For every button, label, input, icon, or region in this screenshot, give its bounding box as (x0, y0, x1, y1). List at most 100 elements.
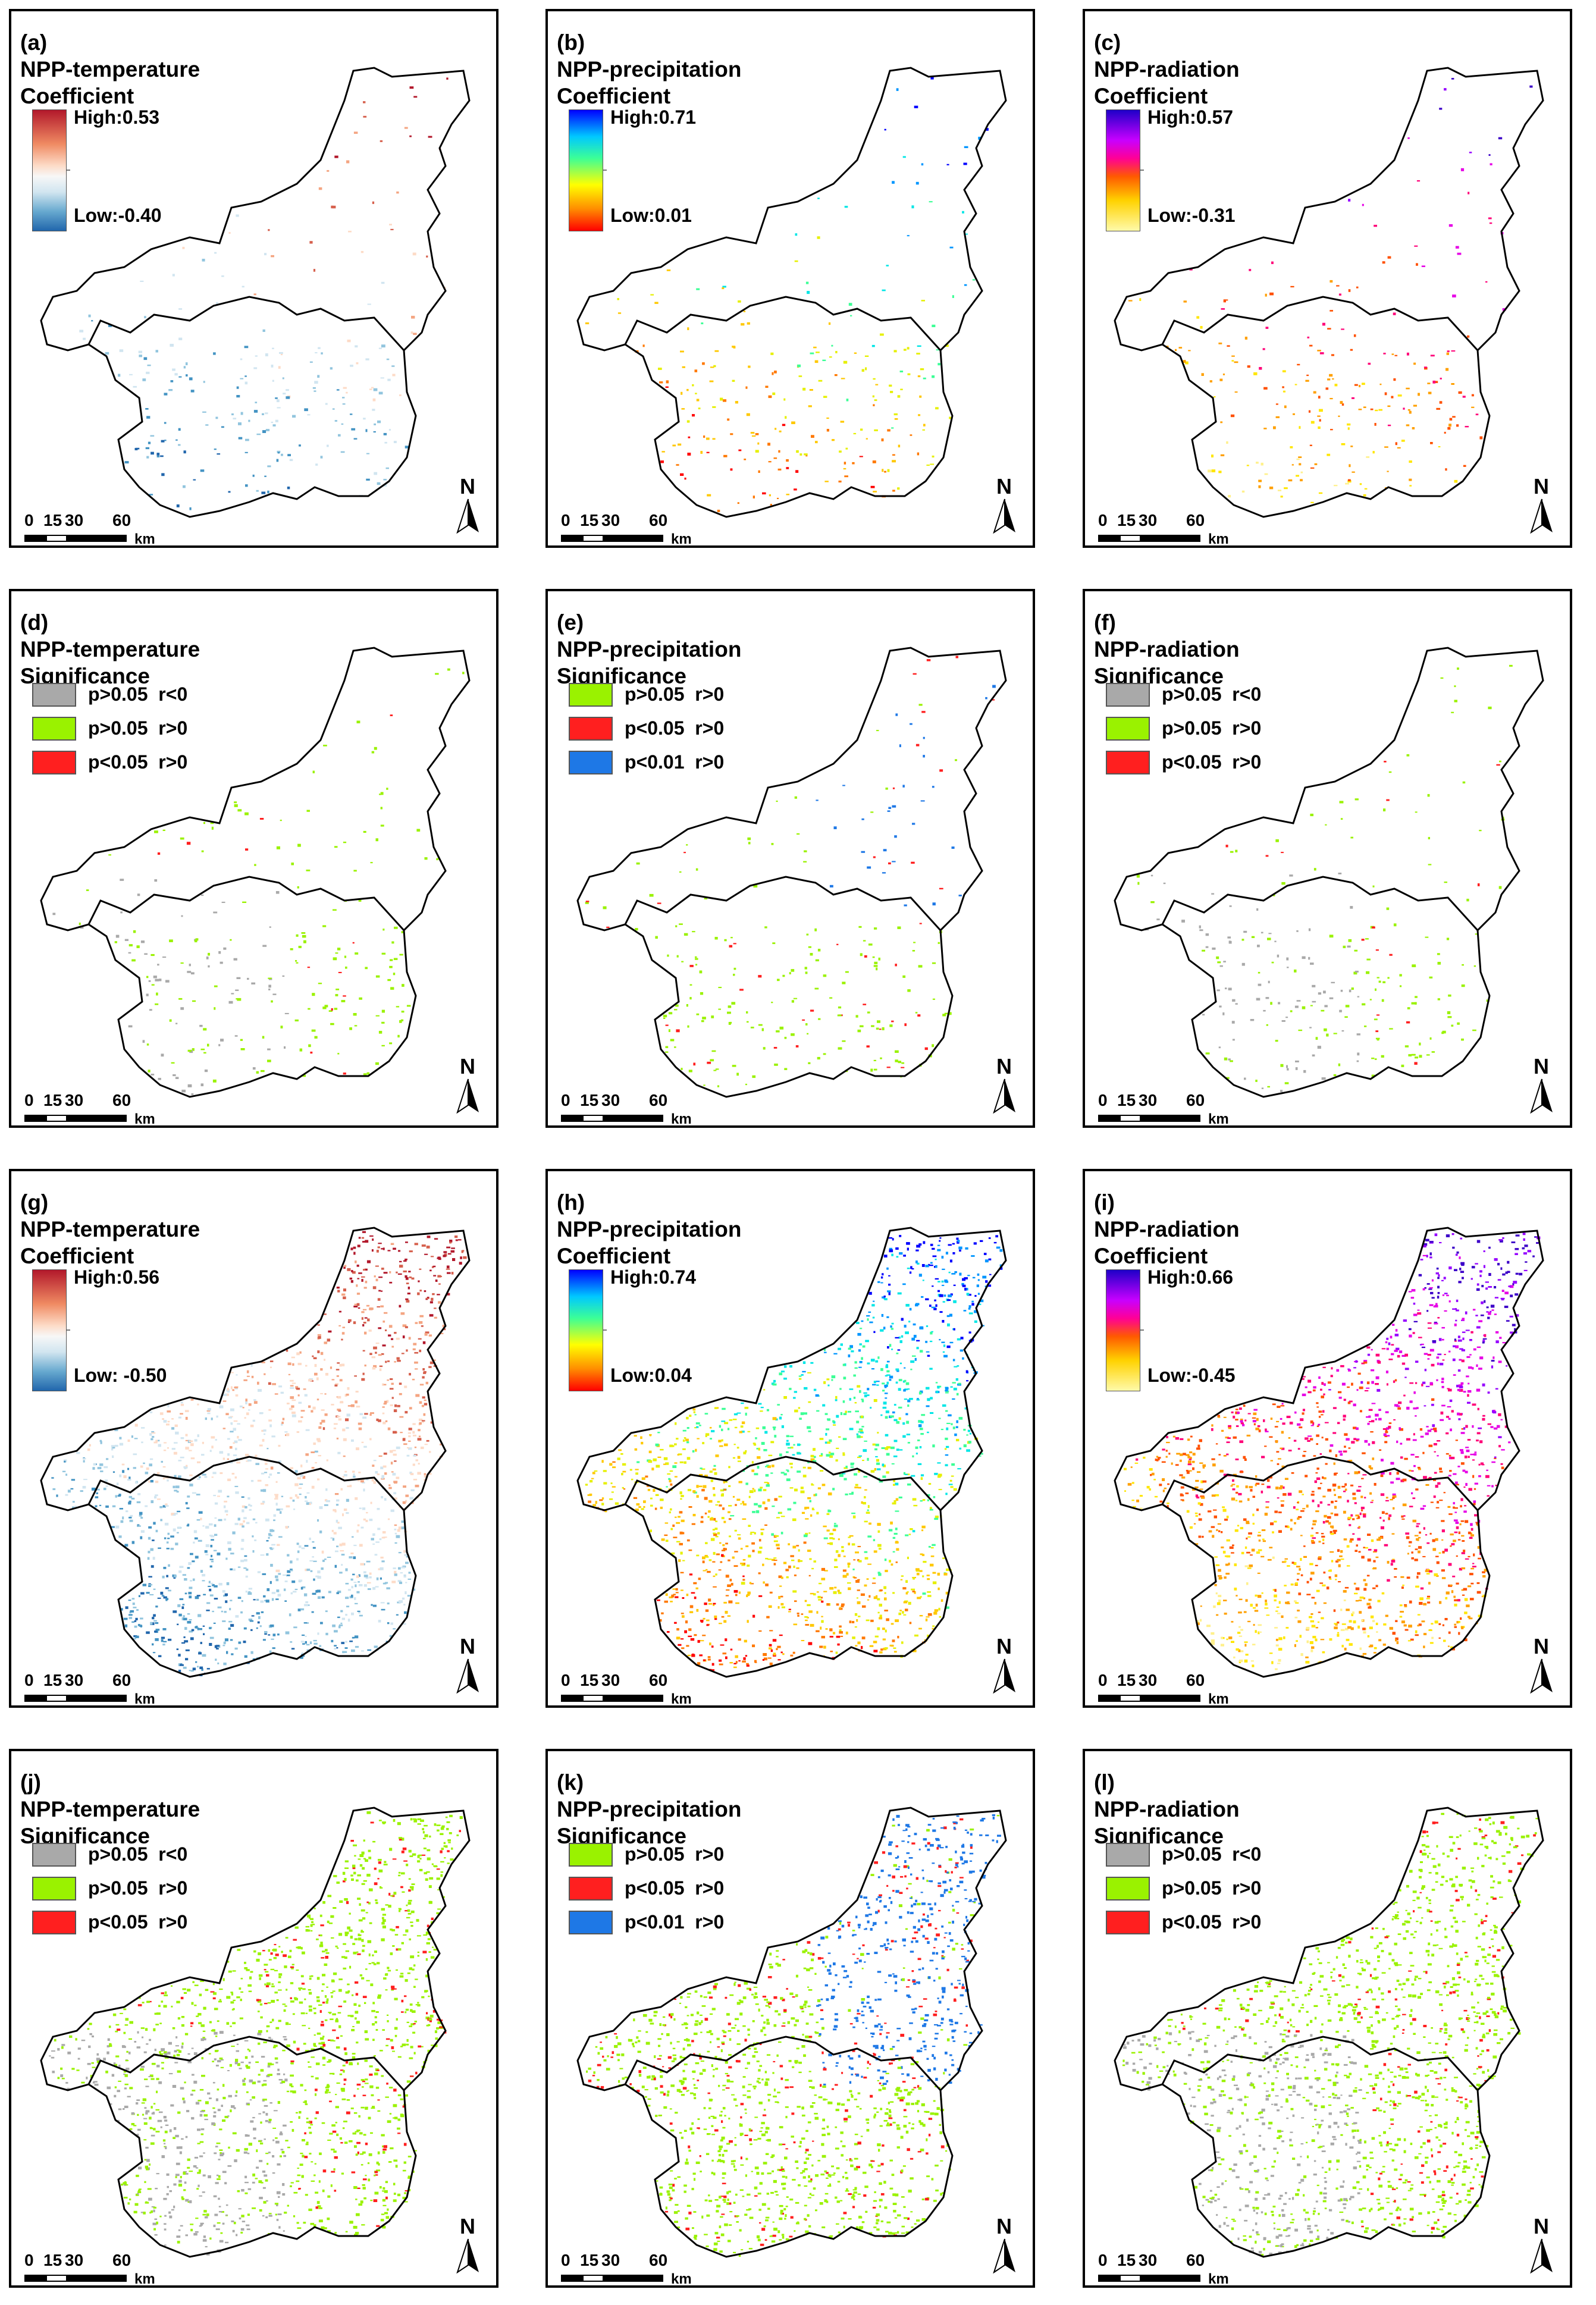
map-pixel (777, 1606, 780, 1609)
map-pixel (112, 1455, 114, 1458)
map-pixel (696, 1495, 699, 1498)
map-pixel (886, 265, 889, 266)
map-pixel (880, 1057, 882, 1059)
region-boundary (576, 647, 1007, 1098)
map-pixel (239, 1523, 243, 1526)
map-pixel (1305, 1475, 1308, 1478)
map-pixel (1178, 347, 1183, 349)
map-pixel (1386, 907, 1390, 910)
map-pixel (681, 1068, 683, 1070)
map-pixel (286, 1433, 290, 1437)
map-pixel (408, 1440, 411, 1442)
map-pixel (737, 1460, 741, 1462)
map-pixel (854, 1361, 857, 1364)
map-pixel (719, 1659, 722, 1662)
map-pixel (795, 233, 798, 236)
map-pixel (394, 926, 398, 929)
map-pixel (880, 1648, 883, 1651)
map-pixel (372, 1238, 374, 1241)
map-pixel (205, 1544, 209, 1547)
map-pixel (244, 375, 247, 377)
map-pixel (861, 818, 864, 820)
map-pixel (125, 1606, 128, 1609)
map-pixel (269, 1547, 272, 1549)
map-pixel (265, 1518, 269, 1522)
legend-high: High:0.74 (610, 1266, 697, 1288)
map-pixel (677, 1454, 679, 1456)
map-pixel (240, 1611, 243, 1614)
map-pixel (268, 1634, 271, 1636)
map-pixel (699, 1654, 703, 1657)
map-pixel (904, 1023, 907, 1026)
map-pixel (879, 1651, 883, 1654)
map-pixel (892, 805, 896, 808)
map-pixel (891, 1253, 893, 1256)
map-pixel (282, 975, 285, 977)
map-pixel (399, 1304, 402, 1307)
map-pixel (702, 1556, 705, 1560)
map-pixel (867, 1599, 870, 1601)
map-pixel (372, 409, 375, 411)
map-pixel (255, 1522, 258, 1524)
map-pixel (889, 384, 892, 387)
map-pixel (418, 1321, 423, 1324)
map-pixel (949, 1479, 952, 1482)
map-pixel (663, 1014, 667, 1018)
map-pixel (1449, 418, 1453, 421)
map-pixel (1394, 1568, 1397, 1570)
map-pixel (965, 1288, 968, 1291)
north-arrow-icon (1530, 498, 1553, 534)
map-pixel (331, 1529, 334, 1532)
map-pixel (135, 1617, 138, 1620)
map-pixel (853, 1397, 856, 1399)
map-pixel (304, 1593, 308, 1597)
map-pixel (371, 1604, 373, 1606)
map-pixel (772, 1417, 777, 1420)
map-pixel (689, 965, 694, 967)
map-pixel (870, 1407, 872, 1409)
map-pixel (320, 456, 323, 459)
map-pixel (1231, 1641, 1234, 1643)
map-pixel (641, 1508, 644, 1510)
map-pixel (922, 1592, 926, 1595)
map-pixel (291, 1356, 295, 1359)
map-pixel (935, 1259, 937, 1260)
map-pixel (703, 1617, 705, 1620)
map-pixel (791, 969, 795, 972)
map-pixel (964, 1277, 968, 1279)
map-pixel (434, 1316, 437, 1319)
map-pixel (1361, 939, 1365, 941)
map-pixel (1378, 980, 1381, 983)
map-pixel (789, 1388, 792, 1390)
map-pixel (813, 1388, 817, 1391)
map-pixel (794, 1409, 798, 1413)
map-pixel (245, 1401, 247, 1404)
map-pixel (167, 1532, 170, 1535)
map-pixel (889, 1249, 893, 1253)
map-pixel (864, 1394, 867, 1397)
map-pixel (594, 1470, 598, 1472)
map-pixel (1328, 1570, 1331, 1572)
map-pixel (343, 1474, 347, 1476)
map-pixel (654, 302, 659, 304)
map-pixel (817, 1056, 820, 1060)
map-pixel (1419, 1042, 1421, 1046)
map-pixel (1461, 984, 1465, 987)
map-pixel (877, 1627, 880, 1630)
map-pixel (153, 1588, 156, 1590)
map-pixel (248, 1588, 253, 1590)
map-pixel (347, 1268, 351, 1271)
map-pixel (950, 1293, 953, 1296)
map-pixel (1451, 1024, 1454, 1027)
north-arrow: N (988, 474, 1024, 534)
map-pixel (1427, 1358, 1430, 1360)
map-pixel (879, 1589, 883, 1591)
map-pixel (396, 1271, 398, 1274)
map-pixel (725, 1542, 728, 1545)
map-pixel (920, 1474, 924, 1476)
map-pixel (1393, 1380, 1396, 1383)
map-pixel (393, 1497, 397, 1500)
map-pixel (291, 1580, 296, 1583)
map-pixel (717, 1501, 720, 1503)
map-pixel (189, 1586, 193, 1589)
